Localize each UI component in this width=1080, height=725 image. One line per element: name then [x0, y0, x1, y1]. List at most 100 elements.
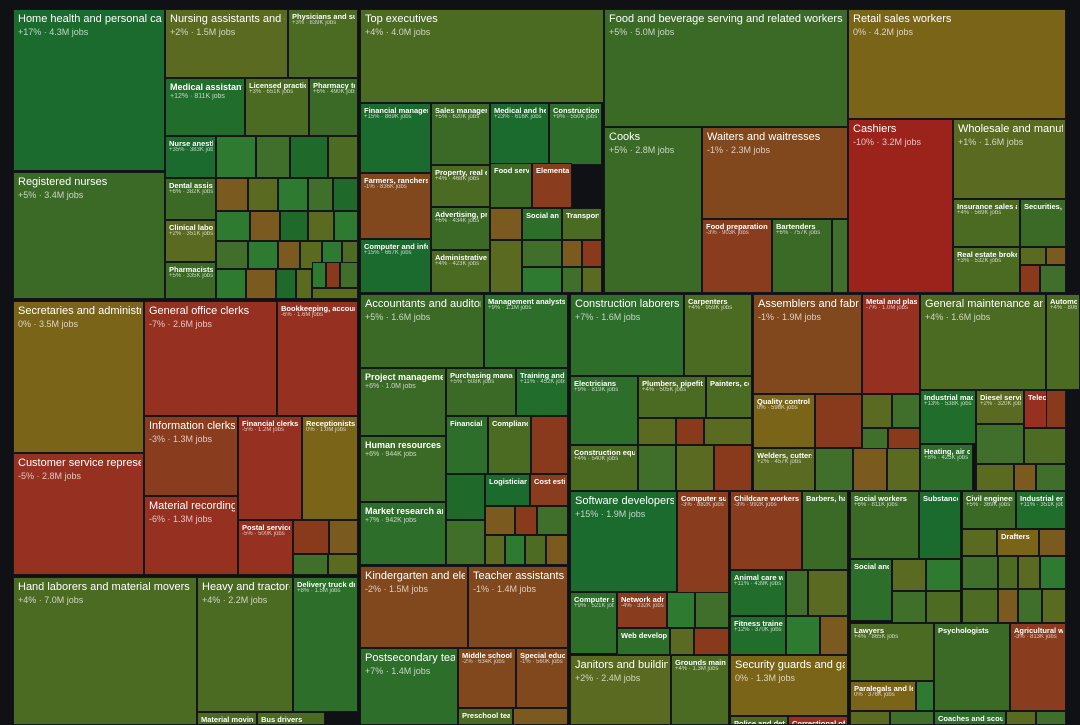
tile-accountants-and-auditors[interactable]: Accountants and auditors +5% · 1.6M jobs — [360, 294, 484, 368]
filler-tile[interactable] — [714, 445, 752, 491]
filler-tile[interactable] — [1020, 247, 1046, 265]
filler-tile[interactable] — [513, 708, 568, 725]
filler-tile[interactable] — [862, 428, 888, 450]
filler-tile[interactable] — [1040, 265, 1066, 293]
filler-tile[interactable] — [815, 448, 853, 491]
filler-tile[interactable] — [638, 445, 676, 491]
filler-tile[interactable] — [1014, 464, 1036, 491]
filler-tile[interactable] — [216, 211, 250, 241]
filler-tile[interactable] — [786, 616, 820, 655]
filler-tile[interactable] — [892, 394, 920, 428]
tile-retail-sales-workers[interactable]: Retail sales workers 0% · 4.2M jobs — [848, 9, 1066, 119]
tile-logisticians[interactable]: Logisticians — [485, 474, 530, 506]
tile-medical-and-health-services-managers[interactable]: Medical and health services managers+23%… — [490, 103, 549, 165]
tile-secretaries-and-administrative-assistants[interactable]: Secretaries and administrative assistant… — [13, 301, 144, 453]
filler-tile[interactable] — [328, 136, 358, 178]
tile-carpenters[interactable]: Carpenters +4% · 959K jobs — [684, 294, 752, 376]
tile-management-analysts[interactable]: Management analysts +9% · 1.1M jobs — [484, 294, 568, 368]
tile-compliance-officers[interactable]: Compliance officers — [488, 416, 531, 474]
filler-tile[interactable] — [976, 464, 1014, 491]
tile-receptionists[interactable]: Receptionists 0% · 1.0M jobs — [302, 416, 358, 520]
tile-financial-clerks[interactable]: Financial clerks -5% · 1.2M jobs — [238, 416, 302, 520]
tile-diesel-service-technicians[interactable]: Diesel service technicians+2% · 320K job… — [976, 390, 1024, 424]
filler-tile[interactable] — [485, 506, 515, 535]
filler-tile[interactable] — [1039, 529, 1066, 556]
tile-financial-managers[interactable]: Financial managers +15% · 869K jobs — [360, 103, 431, 173]
filler-tile[interactable] — [256, 136, 290, 178]
tile-cooks[interactable]: Cooks +5% · 2.8M jobs — [604, 127, 702, 293]
filler-tile[interactable] — [333, 178, 358, 211]
filler-tile[interactable] — [278, 178, 308, 211]
filler-tile[interactable] — [670, 628, 694, 655]
tile-farmers-ranchers[interactable]: Farmers, ranchers -1% · 836K jobs — [360, 173, 431, 239]
tile-network-administrators[interactable]: Network administrators-4% · 332K jobs — [617, 592, 667, 628]
filler-tile[interactable] — [1040, 556, 1066, 589]
tile-market-research-analysts[interactable]: Market research analysts+7% · 942K jobs — [360, 502, 446, 565]
tile-training-and-development-specialists[interactable]: Training and development specialists+11%… — [516, 368, 568, 416]
filler-tile[interactable] — [308, 178, 333, 211]
tile-heating-air-conditioning-mechanics[interactable]: Heating, air conditioning mechanics+8% ·… — [920, 444, 973, 491]
tile-top-executives[interactable]: Top executives +4% · 4.0M jobs — [360, 9, 604, 103]
tile-construction-laborers[interactable]: Construction laborers +7% · 1.6M jobs — [570, 294, 684, 376]
filler-tile[interactable] — [962, 529, 997, 556]
filler-tile[interactable] — [1036, 711, 1066, 725]
tile-administrative-services-managers[interactable]: Administrative services managers+4% · 42… — [431, 250, 490, 293]
filler-tile[interactable] — [216, 178, 248, 211]
filler-tile[interactable] — [248, 241, 278, 269]
filler-tile[interactable] — [850, 711, 890, 725]
tile-substance-abuse-counselors[interactable]: Substance abuse counselors — [919, 491, 961, 559]
filler-tile[interactable] — [890, 711, 934, 725]
filler-tile[interactable] — [704, 418, 752, 445]
filler-tile[interactable] — [329, 520, 358, 554]
tile-painters-construction[interactable]: Painters, construction — [706, 376, 752, 418]
filler-tile[interactable] — [276, 269, 296, 299]
tile-police-and-detectives[interactable]: Police and detectives — [730, 716, 788, 725]
filler-tile[interactable] — [1046, 247, 1066, 265]
tile-dental-assistants[interactable]: Dental assistants+6% · 382K jobs — [165, 178, 216, 220]
tile-food-service-managers[interactable]: Food service managers — [490, 163, 532, 208]
tile-industrial-engineers[interactable]: Industrial engineers+11% · 351K jobs — [1016, 491, 1066, 529]
tile-advertising-promotions-managers[interactable]: Advertising, promotions managers+6% · 43… — [431, 207, 490, 250]
filler-tile[interactable] — [293, 520, 329, 554]
tile-transportation-managers[interactable]: Transportation managers — [562, 208, 602, 240]
filler-tile[interactable] — [296, 269, 312, 299]
filler-tile[interactable] — [280, 211, 308, 241]
filler-tile[interactable] — [998, 556, 1018, 589]
filler-tile[interactable] — [250, 211, 280, 241]
tile-heavy-and-tractor-trailer-truck-drivers[interactable]: Heavy and tractor-trailer truck drivers +… — [197, 577, 293, 712]
filler-tile[interactable] — [926, 559, 961, 591]
tile-bookkeeping-accounting-clerks[interactable]: Bookkeeping, accounting clerks-6% · 1.6M… — [277, 301, 358, 416]
filler-tile[interactable] — [562, 267, 582, 293]
tile-insurance-sales-agents[interactable]: Insurance sales agents+4% · 569K jobs — [953, 199, 1020, 247]
filler-tile[interactable] — [446, 520, 485, 565]
tile-sales-managers[interactable]: Sales managers +5% · 620K jobs — [431, 103, 490, 165]
tile-physicians-and-surgeons[interactable]: Physicians and surgeons+3% · 839K jobs — [288, 9, 358, 78]
tile-pharmacists[interactable]: Pharmacists +5% · 335K jobs — [165, 262, 216, 299]
filler-tile[interactable] — [786, 570, 808, 616]
filler-tile[interactable] — [998, 589, 1018, 623]
filler-tile[interactable] — [485, 535, 505, 565]
filler-tile[interactable] — [334, 211, 358, 241]
filler-tile[interactable] — [546, 535, 568, 565]
filler-tile[interactable] — [962, 556, 998, 589]
tile-nursing-assistants-and-orderlies[interactable]: Nursing assistants and orderlies +2% · 1.… — [165, 9, 288, 78]
tile-pharmacy-technicians[interactable]: Pharmacy technicians+6% · 490K jobs — [309, 78, 358, 136]
tile-securities-commodities-sales[interactable]: Securities, commodities sales — [1020, 199, 1066, 247]
filler-tile[interactable] — [326, 262, 340, 288]
tile-delivery-truck-drivers[interactable]: Delivery truck drivers+8% · 1.5M jobs — [293, 577, 358, 712]
filler-tile[interactable] — [490, 240, 522, 293]
tile-metal-and-plastic-machine-workers[interactable]: Metal and plastic machine workers-7% · 1… — [862, 294, 920, 394]
tile-kindergarten-and-elementary-teachers[interactable]: Kindergarten and elementary teachers -2% … — [360, 566, 468, 648]
tile-bus-drivers[interactable]: Bus drivers — [257, 712, 325, 725]
filler-tile[interactable] — [290, 136, 328, 178]
filler-tile[interactable] — [892, 559, 926, 591]
tile-information-clerks[interactable]: Information clerks -3% · 1.3M jobs — [144, 416, 238, 496]
tile-bartenders[interactable]: Bartenders +6% · 757K jobs — [772, 219, 832, 293]
filler-tile[interactable] — [278, 241, 300, 269]
tile-childcare-workers[interactable]: Childcare workers -3% · 992K jobs — [730, 491, 802, 570]
filler-tile[interactable] — [853, 448, 887, 491]
tile-food-and-beverage-serving-and-related-workers[interactable]: Food and beverage serving and related wo… — [604, 9, 848, 127]
filler-tile[interactable] — [820, 616, 848, 655]
filler-tile[interactable] — [293, 554, 328, 575]
filler-tile[interactable] — [1006, 711, 1036, 725]
